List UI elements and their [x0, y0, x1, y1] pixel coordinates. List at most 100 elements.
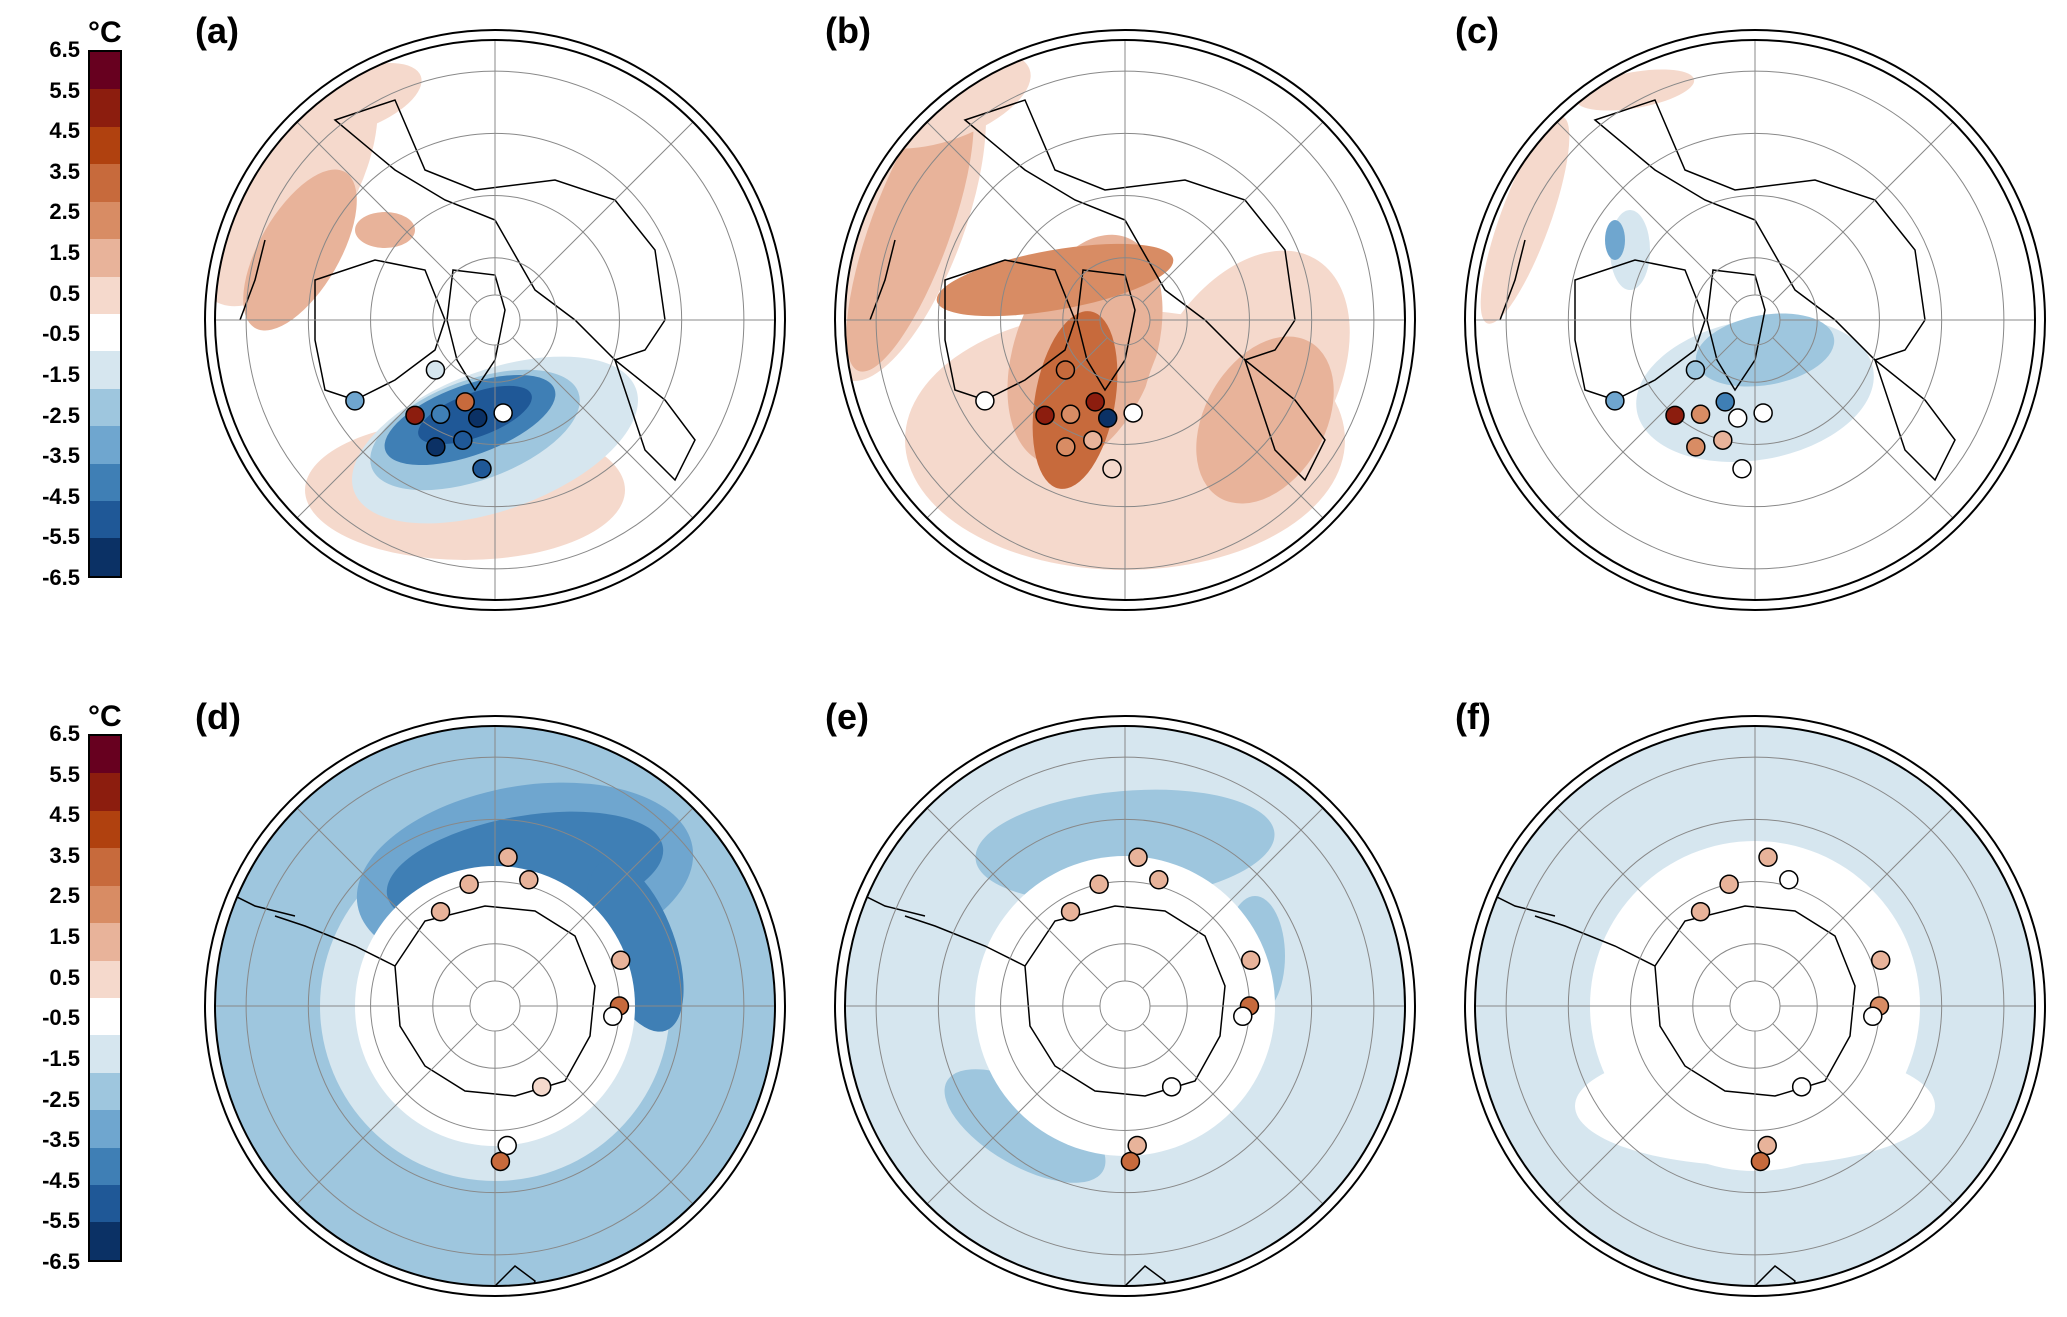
proxy-site-marker [1750, 1151, 1771, 1172]
colorbar-ticks: 6.5 5.5 4.5 3.5 2.5 1.5 0.5 -0.5 -1.5 -2.5 -3.5 -4.… [0, 37, 80, 590]
colorbar-tick-label: 2.5 [49, 199, 80, 225]
panel-label: (d) [195, 696, 241, 737]
graticule [215, 726, 775, 1286]
proxy-site-marker [531, 1077, 552, 1097]
proxy-site-marker [472, 459, 492, 479]
meridian-line [1556, 807, 1738, 989]
proxy-site-marker [1753, 403, 1773, 423]
anomaly-patch [944, 1069, 1106, 1183]
colorbar-swatch [90, 923, 120, 961]
map-panel-d: (d) [195, 696, 795, 1306]
colorbar-tick-label: -5.5 [42, 524, 80, 550]
colorbar-tick-label: 5.5 [49, 77, 80, 103]
colorbar-swatches [88, 50, 122, 578]
map-border [844, 39, 1406, 601]
colorbar-swatch [90, 89, 120, 127]
colorbar-tick-label: -6.5 [42, 1249, 80, 1274]
proxy-site-marker [490, 1151, 511, 1172]
colorbar-bottom: °C 6.5 5.5 4.5 3.5 2.5 1.5 0.5 -0.5 -1.5 -2.5 -3.5… [0, 700, 130, 1274]
antarctic-peninsula-outline [1534, 915, 1656, 967]
proxy-site-marker [1120, 1151, 1141, 1172]
antarctica-outline [1024, 905, 1226, 1097]
colorbar-swatches [88, 734, 122, 1262]
proxy-site-marker [1863, 1006, 1883, 1027]
proxy-site-marker [1083, 430, 1103, 450]
meridian-line [926, 337, 1108, 519]
polar-map [204, 29, 786, 611]
coastlines [845, 885, 1226, 1286]
map-body [215, 40, 775, 600]
colorbar-tick-label: 1.5 [49, 240, 80, 266]
colorbar-swatch [90, 426, 120, 464]
colorbar-tick-label: -1.5 [42, 1045, 80, 1071]
colorbar-tick-label: 6.5 [49, 721, 80, 746]
proxy-site-marker [1161, 1077, 1182, 1097]
panel-label: (c) [1455, 10, 1499, 51]
australia-outline [1754, 1265, 1796, 1286]
meridian-line [1556, 337, 1738, 519]
anomaly-patch [355, 212, 415, 248]
map-body [1475, 40, 2035, 600]
proxy-site-marker [345, 391, 365, 411]
proxy-site-marker [430, 404, 451, 425]
anomaly-patch [288, 63, 422, 137]
proxy-site-marker [975, 391, 995, 411]
graticule [1475, 726, 2035, 1286]
graticule [845, 40, 1405, 600]
proxy-site-marker [1605, 391, 1625, 411]
proxy-site-marker [1085, 392, 1105, 412]
antarctic-peninsula-outline [274, 915, 396, 967]
panel-label: (f) [1455, 696, 1491, 737]
coastlines [215, 885, 596, 1286]
proxy-site-marker [1102, 459, 1122, 479]
proxy-site-marker [1690, 404, 1711, 425]
colorbar-tick-label: 3.5 [49, 842, 80, 868]
anomaly-patch [1480, 116, 1570, 324]
colorbar-tick-label: -3.5 [42, 443, 80, 469]
pacific-coast-outline [239, 239, 266, 321]
proxy-site-marker [453, 430, 473, 450]
eurasia-outline [333, 99, 666, 361]
proxy-site-marker [1719, 874, 1739, 895]
map-panel-c: (c) [1455, 10, 2055, 620]
meridian-line [1556, 1023, 1738, 1205]
colorbar-swatch [90, 276, 120, 314]
colorbar-tick-label: -6.5 [42, 565, 80, 590]
anomaly-patch [586, 860, 684, 1032]
meridian-line [1772, 337, 1954, 519]
anomaly-patch [1695, 313, 1835, 387]
proxy-site-marker [1870, 950, 1891, 970]
north-america-outline [314, 259, 446, 401]
pacific-coast-outline [1499, 239, 1526, 321]
colorbar-unit: °C [88, 700, 122, 733]
greenland-outline [446, 269, 506, 392]
colorbar-swatch [90, 997, 120, 1036]
colorbar-ticks: 6.5 5.5 4.5 3.5 2.5 1.5 0.5 -0.5 -1.5 -2.5 -3.5 -4.… [0, 721, 80, 1274]
meridian-line [1556, 121, 1738, 303]
eurasia-outline [963, 99, 1296, 361]
polar-map [1464, 715, 2046, 1297]
colorbar-swatch [90, 538, 120, 576]
map-outer-border [834, 715, 1416, 1297]
proxy-site-marker [1149, 870, 1169, 890]
proxy-site-marker [1758, 847, 1778, 867]
proxy-site-marker [1690, 901, 1711, 922]
pacific-coast-outline [869, 239, 896, 321]
map-panel-b: (b) [825, 10, 1425, 620]
colorbar-swatch [90, 201, 120, 240]
polar-map [204, 715, 786, 1297]
colorbar-tick-label: 4.5 [49, 118, 80, 144]
australia-outline [494, 1265, 536, 1286]
graticule [215, 40, 775, 600]
panel-label: (b) [825, 10, 871, 51]
colorbar-swatch [90, 313, 120, 352]
proxy-site-marker [1685, 360, 1706, 380]
colorbar-swatch [90, 388, 120, 427]
map-border [214, 725, 776, 1287]
meridian-line [1142, 1023, 1324, 1205]
colorbar-swatch [90, 126, 120, 165]
meridian-line [926, 807, 1108, 989]
meridian-line [1142, 121, 1324, 303]
polar-map [834, 29, 1416, 611]
proxy-site-marker [1035, 405, 1055, 426]
